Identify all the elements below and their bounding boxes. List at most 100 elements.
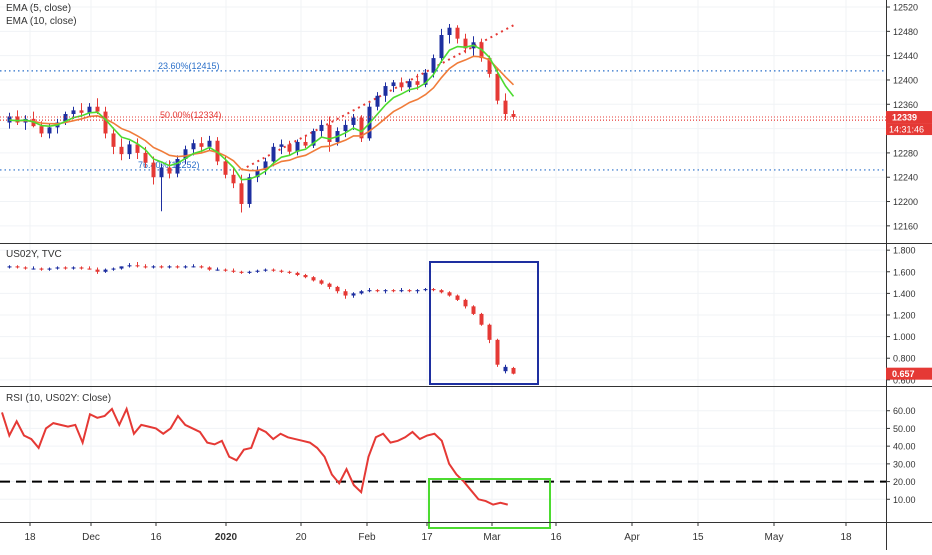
- us02y-candle[interactable]: [423, 289, 428, 291]
- price-candle[interactable]: [151, 162, 156, 178]
- us02y-candle[interactable]: [23, 267, 28, 269]
- us02y-candle[interactable]: [343, 291, 348, 296]
- us02y-candle[interactable]: [239, 271, 244, 273]
- legend-ema10[interactable]: EMA (10, close): [6, 16, 77, 27]
- us02y-candle[interactable]: [479, 313, 484, 325]
- price-candle[interactable]: [247, 177, 252, 204]
- us02y-candle[interactable]: [127, 265, 132, 267]
- price-candle[interactable]: [503, 100, 508, 115]
- us02y-candle[interactable]: [439, 290, 444, 293]
- us02y-candle[interactable]: [407, 290, 412, 292]
- us02y-candle[interactable]: [231, 270, 236, 272]
- price-candle[interactable]: [191, 143, 196, 150]
- us02y-candle[interactable]: [375, 290, 380, 292]
- us02y-panel[interactable]: [7, 261, 539, 385]
- us02y-candle[interactable]: [63, 267, 68, 269]
- price-candle[interactable]: [487, 58, 492, 74]
- us02y-candle[interactable]: [295, 272, 300, 276]
- us02y-candle[interactable]: [55, 267, 60, 269]
- us02y-candle[interactable]: [71, 267, 76, 269]
- price-candle[interactable]: [255, 169, 260, 178]
- us02y-candle[interactable]: [511, 367, 516, 374]
- us02y-candle[interactable]: [167, 266, 172, 268]
- us02y-candle[interactable]: [183, 266, 188, 268]
- price-candle[interactable]: [463, 38, 468, 49]
- price-candle[interactable]: [455, 27, 460, 39]
- price-candle[interactable]: [47, 127, 52, 134]
- us02y-candle[interactable]: [311, 277, 316, 281]
- us02y-last-badge[interactable]: [886, 367, 932, 380]
- price-candle[interactable]: [119, 146, 124, 155]
- price-panel[interactable]: 23.60%(12415)50.00%(12334)76.40%(12252): [0, 24, 886, 213]
- us02y-candle[interactable]: [119, 266, 124, 269]
- us02y-candle[interactable]: [103, 269, 108, 272]
- price-candle[interactable]: [303, 141, 308, 146]
- us02y-candle[interactable]: [335, 286, 340, 292]
- us02y-candle[interactable]: [207, 267, 212, 270]
- us02y-candle[interactable]: [215, 269, 220, 271]
- price-candle[interactable]: [239, 183, 244, 204]
- us02y-candle[interactable]: [391, 290, 396, 292]
- us02y-candle[interactable]: [383, 290, 388, 292]
- price-candle[interactable]: [399, 82, 404, 88]
- us02y-candle[interactable]: [223, 269, 228, 271]
- price-candle[interactable]: [103, 111, 108, 134]
- price-candle[interactable]: [223, 161, 228, 175]
- us02y-candle[interactable]: [159, 266, 164, 268]
- price-candle[interactable]: [279, 144, 284, 147]
- us02y-candle[interactable]: [263, 269, 268, 271]
- price-candle[interactable]: [95, 106, 100, 112]
- price-candle[interactable]: [327, 124, 332, 142]
- legend-ema5[interactable]: EMA (5, close): [6, 3, 72, 14]
- us02y-candle[interactable]: [447, 292, 452, 296]
- us02y-candle[interactable]: [79, 267, 84, 269]
- price-candle[interactable]: [383, 86, 388, 96]
- price-candle[interactable]: [15, 116, 20, 123]
- price-candle[interactable]: [79, 110, 84, 113]
- us02y-candle[interactable]: [471, 306, 476, 314]
- us02y-candle[interactable]: [87, 268, 92, 270]
- us02y-candle[interactable]: [367, 290, 372, 292]
- price-candle[interactable]: [159, 167, 164, 178]
- us02y-candle[interactable]: [327, 283, 332, 287]
- price-candle[interactable]: [215, 140, 220, 162]
- price-candle[interactable]: [39, 126, 44, 134]
- price-candle[interactable]: [287, 144, 292, 152]
- us02y-candle[interactable]: [255, 270, 260, 272]
- price-candle[interactable]: [431, 58, 436, 73]
- price-candle[interactable]: [87, 106, 92, 113]
- price-candle[interactable]: [423, 72, 428, 85]
- rsi-line[interactable]: [1, 406, 509, 506]
- us02y-candle[interactable]: [15, 266, 20, 268]
- price-candle[interactable]: [511, 114, 516, 118]
- legend-us02y[interactable]: US02Y, TVC: [6, 249, 62, 260]
- price-candle[interactable]: [407, 81, 412, 88]
- price-candle[interactable]: [175, 158, 180, 174]
- price-candle[interactable]: [415, 81, 420, 85]
- price-candle[interactable]: [271, 146, 276, 162]
- price-candle[interactable]: [135, 144, 140, 153]
- price-candle[interactable]: [311, 131, 316, 146]
- price-candle[interactable]: [183, 149, 188, 159]
- us02y-candle[interactable]: [135, 265, 140, 267]
- us02y-candle[interactable]: [39, 268, 44, 270]
- price-candle[interactable]: [207, 140, 212, 147]
- us02y-candle[interactable]: [495, 339, 500, 365]
- us02y-candle[interactable]: [319, 280, 324, 284]
- us02y-candle[interactable]: [287, 271, 292, 273]
- price-candle[interactable]: [199, 143, 204, 147]
- ema5-line[interactable]: [9, 44, 515, 181]
- price-candle[interactable]: [71, 110, 76, 115]
- us02y-candle[interactable]: [199, 266, 204, 268]
- price-candle[interactable]: [127, 144, 132, 155]
- us02y-candle[interactable]: [31, 268, 36, 270]
- us02y-candle[interactable]: [415, 290, 420, 292]
- us02y-candle[interactable]: [503, 366, 508, 372]
- price-candle[interactable]: [143, 152, 148, 163]
- us02y-candle[interactable]: [399, 290, 404, 292]
- price-candle[interactable]: [375, 95, 380, 107]
- price-candle[interactable]: [447, 27, 452, 35]
- us02y-candle[interactable]: [303, 275, 308, 278]
- us02y-candle[interactable]: [487, 324, 492, 340]
- ema10-line[interactable]: [9, 55, 515, 172]
